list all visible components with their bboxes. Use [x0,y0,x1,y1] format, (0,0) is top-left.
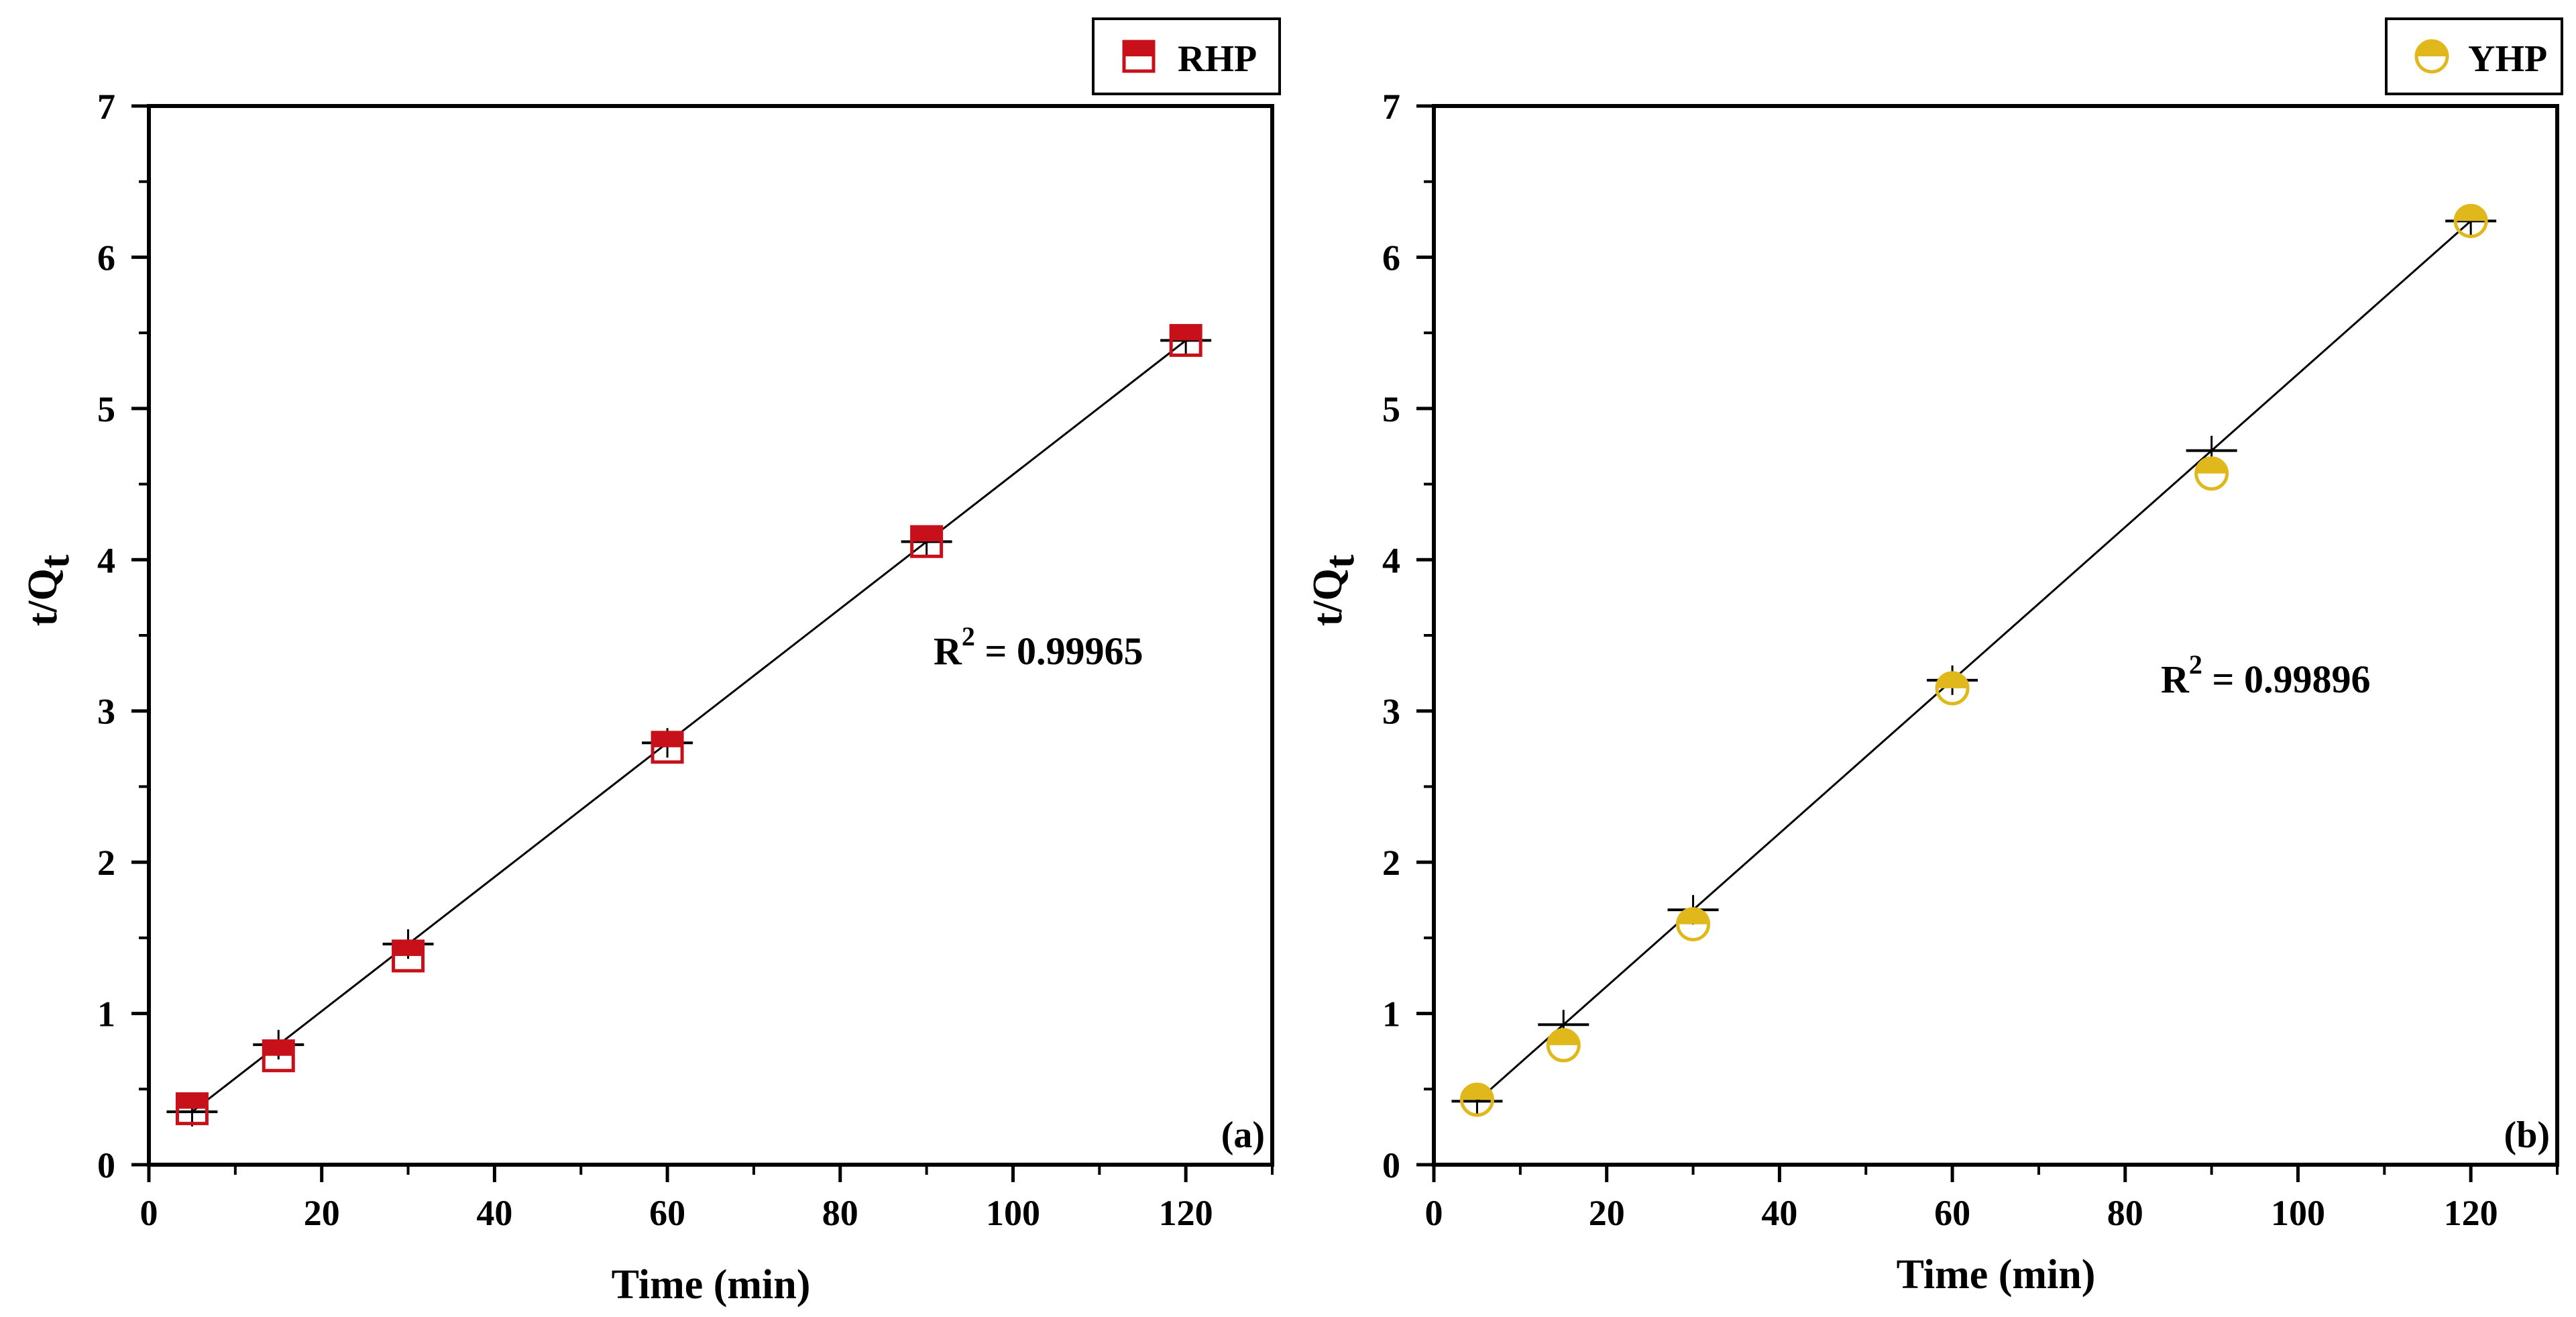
legend-marker-rhp [1122,40,1156,73]
r2-annotation: R2 = 0.99965 [934,621,1143,673]
r2-annotation: R2 = 0.99896 [2161,649,2370,701]
legend: RHP [1092,17,1281,95]
svg-text:R2 = 0.99896: R2 = 0.99896 [2161,649,2370,701]
svg-text:t/Qt: t/Qt [20,554,78,626]
legend-label-rhp: RHP [1178,38,1257,80]
x-tick-label: 80 [822,1193,858,1233]
y-tick-label: 4 [97,540,115,580]
y-tick-label: 2 [97,843,115,883]
legend-marker-yhp [2414,39,2449,74]
legend-marker-symbol [2414,39,2449,74]
y-tick-label: 2 [1382,843,1400,883]
axis-ticks [131,104,1274,1182]
x-tick-label: 40 [1761,1193,1797,1233]
y-tick-label: 7 [97,87,115,127]
x-tick-label: 120 [2444,1193,2498,1233]
x-tick-labels: 0 20 40 60 80 100 120 [1425,1193,2498,1233]
y-tick-label: 6 [97,238,115,278]
data-point [1169,323,1202,357]
chart-panel-b: 0 1 2 3 4 5 6 7 0 20 40 60 80 100 120 Time (min) t/Qt… [1305,17,2563,1298]
data-point [910,525,944,558]
data-point [1935,671,1970,706]
x-tick-label: 0 [140,1193,158,1233]
panel-label: (a) [1221,1114,1265,1156]
legend: YHP [2385,17,2563,95]
y-tick-label: 6 [1382,238,1400,278]
data-point [262,1039,295,1073]
y-tick-label: 5 [1382,389,1400,429]
data-point [2453,203,2488,238]
data-points [175,323,1202,1126]
x-tick-label: 20 [1589,1193,1625,1233]
x-tick-labels: 0 20 40 60 80 100 120 [140,1193,1213,1233]
y-axis-title-sub: t [32,554,78,568]
fit-line [1476,220,2472,1102]
svg-text:R2 = 0.99965: R2 = 0.99965 [934,621,1143,673]
data-point [2194,456,2229,491]
chart-panel-a: 0 1 2 3 4 5 6 7 0 20 40 60 80 100 120 Time (min) t/Qt… [20,17,1281,1308]
x-tick-label: 20 [304,1193,340,1233]
y-axis-title-main: t/Q [1305,568,1351,626]
x-tick-label: 120 [1159,1193,1213,1233]
data-point [1546,1028,1581,1063]
data-point [651,731,684,764]
y-axis-title-main: t/Q [20,568,66,626]
plot-frame [1432,104,2559,1167]
y-axis-title-sub: t [1317,554,1363,568]
y-tick-label: 7 [1382,87,1400,127]
y-tick-label: 0 [1382,1145,1400,1186]
legend-marker-symbol [1122,40,1156,73]
data-points [1459,203,2488,1117]
y-tick-label: 4 [1382,540,1400,580]
data-point [392,939,425,973]
x-tick-label: 80 [2107,1193,2143,1233]
y-tick-label: 0 [97,1145,115,1186]
r2-prefix: R [2161,657,2190,701]
y-tick-label: 3 [97,692,115,732]
data-point [1459,1082,1494,1117]
axis-ticks [1416,104,2559,1182]
data-point [1676,907,1711,942]
svg-text:t/Qt: t/Qt [1305,554,1363,626]
r2-superscript: 2 [962,621,975,651]
x-tick-label: 100 [2271,1193,2325,1233]
data-point [175,1092,209,1126]
y-tick-labels: 0 1 2 3 4 5 6 7 [97,87,115,1186]
fit-line [191,339,1187,1113]
legend-label-yhp: YHP [2468,38,2547,80]
y-tick-label: 5 [97,389,115,429]
r2-value: = 0.99896 [2202,657,2371,701]
x-tick-label: 0 [1425,1193,1443,1233]
r2-value: = 0.99965 [975,629,1143,673]
y-axis-title: t/Qt [1305,554,1363,626]
x-tick-label: 40 [476,1193,512,1233]
x-tick-label: 60 [1934,1193,1970,1233]
x-axis-title: Time (min) [612,1262,811,1308]
y-tick-label: 1 [1382,994,1400,1035]
panel-label: (b) [2504,1114,2550,1156]
x-tick-label: 60 [649,1193,685,1233]
y-tick-label: 3 [1382,692,1400,732]
x-axis-title: Time (min) [1897,1252,2096,1298]
y-tick-labels: 0 1 2 3 4 5 6 7 [1382,87,1400,1186]
y-tick-label: 1 [97,994,115,1035]
y-axis-title: t/Qt [20,554,78,626]
r2-prefix: R [934,629,962,673]
r2-superscript: 2 [2189,649,2202,680]
x-tick-label: 100 [986,1193,1040,1233]
